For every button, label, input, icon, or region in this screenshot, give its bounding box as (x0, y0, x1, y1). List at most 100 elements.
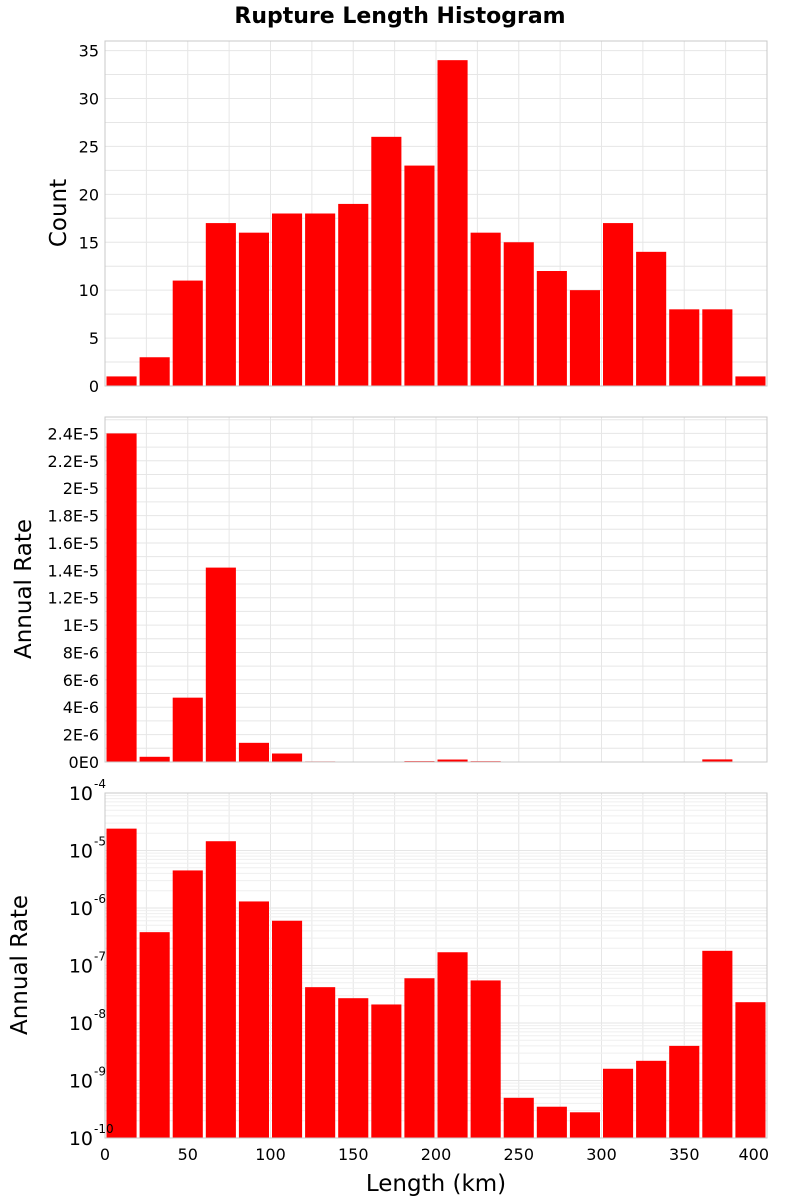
rate-log-grid (104, 793, 768, 1139)
count-bar (702, 309, 733, 386)
rate-log-bar (305, 987, 336, 1138)
xtick-label: 250 (503, 1145, 534, 1164)
rate-log-bar (106, 828, 137, 1138)
xtick-label: 150 (338, 1145, 369, 1164)
count-bar (172, 280, 203, 386)
xtick-label: 200 (421, 1145, 452, 1164)
count-ytick-label: 10 (79, 281, 99, 300)
rate-log-bar (470, 980, 501, 1138)
rate-log-bar (437, 952, 468, 1138)
count-ytick-label: 5 (89, 329, 99, 348)
rate-linear-ytick-label: 1.6E-5 (47, 534, 99, 553)
rate-log-bar (404, 978, 435, 1138)
rate-log-bar (636, 1060, 667, 1138)
xtick-label: 400 (738, 1145, 769, 1164)
count-y-axis-label: Count (46, 179, 72, 247)
rate-linear-grid (104, 417, 768, 763)
rate-log-bar (272, 920, 303, 1138)
rate-linear-bar (437, 759, 468, 762)
count-bar (338, 203, 369, 386)
rate-log-bar (205, 841, 236, 1138)
rate-linear-ytick-label: 1.4E-5 (47, 561, 99, 580)
rate-linear-bar (172, 697, 203, 762)
count-bars (106, 60, 766, 387)
count-bar (735, 376, 766, 386)
count-bar (404, 165, 435, 386)
xtick-label: 300 (586, 1145, 617, 1164)
rate-linear-bar (205, 567, 236, 762)
x-axis-label: Length (km) (366, 1171, 506, 1197)
count-bar (603, 223, 634, 386)
count-bar (636, 251, 667, 386)
rate-log-ytick-exponent: -7 (94, 950, 106, 964)
chart-title: Rupture Length Histogram (234, 4, 565, 29)
rate-linear-ytick-label: 6E-6 (63, 671, 99, 690)
rate-linear-ytick-label: 2E-6 (63, 726, 99, 745)
rate-linear-ytick-label: 2.4E-5 (47, 424, 99, 443)
rate-log-ytick-exponent: -6 (94, 892, 106, 906)
rate-linear-bar (238, 742, 269, 762)
count-bar (470, 232, 501, 386)
rate-linear-ytick-label: 2.2E-5 (47, 452, 99, 471)
count-ytick-label: 30 (79, 90, 99, 109)
rate-linear-bar (272, 753, 303, 762)
count-ytick-label: 35 (79, 42, 99, 61)
rate-log-bar (338, 998, 369, 1138)
rate-linear-ytick-label: 1E-5 (63, 616, 99, 635)
count-grid (104, 41, 768, 387)
count-bar (272, 213, 303, 386)
xtick-label: 50 (178, 1145, 198, 1164)
rate-linear-ytick-label: 1.8E-5 (47, 507, 99, 526)
count-ytick-label: 25 (79, 137, 99, 156)
rate-linear-plot-frame (104, 416, 768, 763)
rate-log-bars (106, 828, 766, 1138)
xtick-label: 350 (669, 1145, 700, 1164)
rate-linear-ytick-label: 0E0 (69, 753, 99, 772)
rate-linear-ytick-label: 2E-5 (63, 479, 99, 498)
count-ytick-label: 0 (89, 377, 99, 396)
count-plot-frame (104, 40, 768, 387)
rate-linear-bar (106, 433, 137, 762)
count-bar (569, 290, 600, 386)
panel-rate-linear: 0E0 2E-6 4E-6 6E-6 8E-6 1E-5 1.2E-5 1.4E-5 1.6E-… (11, 416, 768, 772)
rate-linear-ytick-label: 4E-6 (63, 698, 99, 717)
count-bar (139, 357, 170, 386)
rate-log-ytick-exponent: -10 (94, 1122, 114, 1136)
rate-log-ytick-label: 10 (69, 783, 93, 805)
rate-log-bar (702, 950, 733, 1138)
rate-log-y-axis-label: Annual Rate (7, 895, 33, 1035)
count-bar (437, 60, 468, 387)
rate-linear-ytick-label: 8E-6 (63, 643, 99, 662)
rate-log-bar (371, 1004, 402, 1138)
count-bar (536, 271, 567, 386)
x-ticks: 0 50 100 150 200 250 300 350 400 (100, 1145, 769, 1164)
count-ytick-label: 15 (79, 233, 99, 252)
count-bar (238, 232, 269, 386)
rate-log-bar (238, 901, 269, 1138)
rate-log-bar (536, 1106, 567, 1138)
count-y-ticks: 0 5 10 15 20 25 30 35 (79, 42, 99, 396)
count-ytick-label: 20 (79, 185, 99, 204)
panel-count: 0 5 10 15 20 25 30 35 Count (46, 40, 768, 396)
rate-log-ytick-exponent: -8 (94, 1007, 106, 1021)
count-bar (305, 213, 336, 386)
rate-log-bar (669, 1045, 700, 1138)
rate-log-ytick-label: 10 (69, 1013, 93, 1035)
xtick-label: 0 (100, 1145, 110, 1164)
rate-log-bar (603, 1068, 634, 1138)
rate-log-ytick-label: 10 (69, 1071, 93, 1093)
rate-linear-bar (139, 756, 170, 762)
rate-log-ytick-label: 10 (69, 841, 93, 863)
rate-log-bar (139, 932, 170, 1138)
rate-log-ytick-exponent: -4 (94, 777, 106, 791)
xtick-label: 100 (255, 1145, 286, 1164)
rate-log-bar (735, 1002, 766, 1138)
rate-log-bar (172, 870, 203, 1138)
rate-log-bar (503, 1097, 534, 1138)
rate-log-ytick-exponent: -5 (94, 835, 106, 849)
count-bar (205, 223, 236, 386)
rate-linear-y-ticks: 0E0 2E-6 4E-6 6E-6 8E-6 1E-5 1.2E-5 1.4E-5 1.6E-… (47, 424, 99, 772)
